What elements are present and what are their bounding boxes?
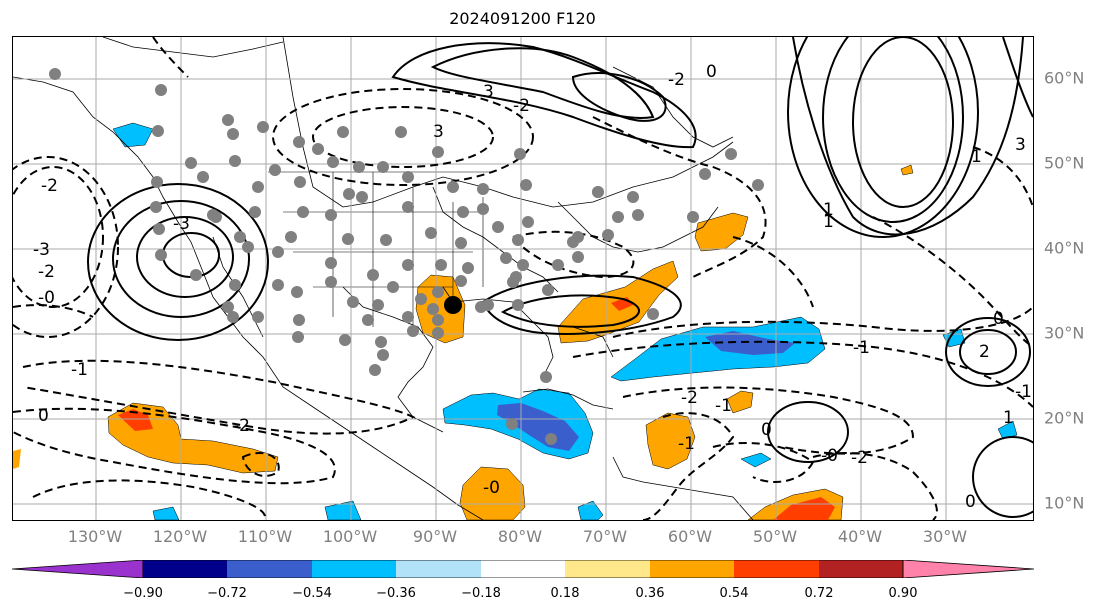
- negative-anomaly-atlantic: [610, 316, 826, 382]
- svg-text:3: 3: [433, 122, 444, 142]
- colorbar-tick: 0.90: [888, 586, 918, 601]
- svg-text:-0: -0: [483, 478, 500, 498]
- lon-label-120w: 120°W: [152, 527, 208, 546]
- colorbar-segment: [819, 560, 903, 578]
- colorbar-tick: 0.36: [635, 586, 665, 601]
- weather-map: -3 -2 -0 -2 -1 0 -2 -3 3 -2 3 1 0 -2 1 3…: [12, 36, 1034, 521]
- colorbar-segment: [481, 560, 565, 578]
- positive-anomaly-central-america: [459, 466, 526, 520]
- lon-label-110w: 110°W: [237, 527, 293, 546]
- svg-text:1: 1: [971, 147, 982, 167]
- colorbar-segment: [396, 560, 481, 578]
- svg-text:-1: -1: [853, 338, 870, 358]
- lon-label-70w: 70°W: [582, 527, 628, 546]
- lat-label-50n: 50°N: [1044, 153, 1085, 173]
- lat-label-20n: 20°N: [1044, 408, 1085, 428]
- svg-text:-0: -0: [821, 446, 838, 466]
- map-canvas: -3 -2 -0 -2 -1 0 -2 -3 3 -2 3 1 0 -2 1 3…: [13, 37, 1033, 520]
- svg-text:-1: -1: [71, 360, 88, 380]
- svg-text:0: 0: [761, 420, 772, 440]
- colorbar-segment: [734, 560, 819, 578]
- colorbar-tick: −0.18: [461, 586, 501, 601]
- svg-text:-3: -3: [33, 240, 50, 260]
- lon-label-30w: 30°W: [922, 527, 968, 546]
- svg-text:3: 3: [483, 82, 494, 102]
- lat-label-40n: 40°N: [1044, 238, 1085, 258]
- svg-text:-2: -2: [681, 388, 698, 408]
- colorbar-segment: [227, 560, 312, 578]
- lon-label-40w: 40°W: [837, 527, 883, 546]
- colorbar-tick: −0.54: [292, 586, 332, 601]
- svg-text:3: 3: [1015, 135, 1026, 155]
- colorbar-tick: −0.36: [376, 586, 416, 601]
- svg-text:-2: -2: [851, 448, 868, 468]
- svg-text:-1: -1: [1015, 382, 1032, 402]
- svg-text:-2: -2: [41, 176, 58, 196]
- colorbar-tick: 0.54: [719, 586, 749, 601]
- svg-text:0: 0: [38, 406, 49, 426]
- lon-label-50w: 50°W: [752, 527, 798, 546]
- svg-text:0: 0: [706, 62, 717, 82]
- svg-text:-2: -2: [513, 96, 530, 116]
- svg-text:-0: -0: [38, 288, 55, 308]
- lon-label-80w: 80°W: [497, 527, 543, 546]
- positive-contours: [87, 37, 1033, 518]
- lon-label-90w: 90°W: [412, 527, 458, 546]
- svg-text:0: 0: [993, 309, 1004, 329]
- colorbar-segment: [143, 560, 227, 578]
- colorbar: [12, 560, 1034, 578]
- svg-text:-2: -2: [233, 416, 250, 436]
- station-dots: [49, 68, 764, 445]
- colorbar-segment: [312, 560, 396, 578]
- positive-anomaly-caribbean: [645, 412, 696, 470]
- lon-label-130w: 130°W: [67, 527, 123, 546]
- colorbar-tick: −0.72: [207, 586, 247, 601]
- colorbar-segment: [565, 560, 650, 578]
- contour-labels: -3 -2 -0 -2 -1 0 -2 -3 3 -2 3 1 0 -2 1 3…: [33, 62, 1032, 512]
- lat-label-60n: 60°N: [1044, 68, 1085, 88]
- negative-contours: [13, 37, 1033, 520]
- lat-label-30n: 30°N: [1044, 323, 1085, 343]
- positive-anomaly-newfoundland: [694, 212, 749, 252]
- svg-text:1: 1: [1003, 408, 1014, 428]
- svg-text:-1: -1: [678, 434, 695, 454]
- svg-text:1: 1: [823, 200, 834, 220]
- svg-text:-2: -2: [38, 262, 55, 282]
- colorbar-low-extend: [12, 560, 144, 578]
- colorbar-segment: [650, 560, 734, 578]
- svg-text:1: 1: [823, 212, 834, 232]
- svg-text:2: 2: [979, 342, 990, 362]
- svg-text:0: 0: [965, 492, 976, 512]
- svg-text:-2: -2: [668, 70, 685, 90]
- colorbar-tick: −0.90: [123, 586, 163, 601]
- map-title: 2024091200 F120: [449, 9, 596, 28]
- svg-text:-1: -1: [715, 396, 732, 416]
- location-marker: [444, 296, 462, 314]
- lon-label-100w: 100°W: [322, 527, 378, 546]
- colorbar-tick: 0.18: [550, 586, 580, 601]
- lon-label-60w: 60°W: [667, 527, 713, 546]
- svg-text:-3: -3: [173, 214, 190, 234]
- colorbar-tick: 0.72: [804, 586, 834, 601]
- lat-label-10n: 10°N: [1044, 493, 1085, 513]
- colorbar-high-extend: [902, 560, 1034, 578]
